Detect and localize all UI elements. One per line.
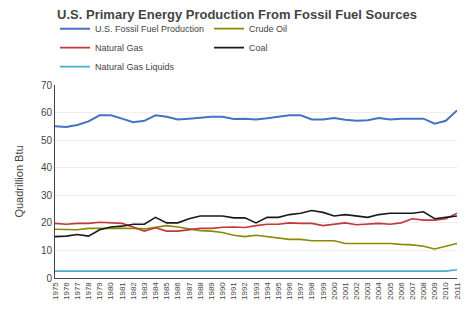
svg-text:1997: 1997 [296,282,305,300]
svg-text:2009: 2009 [430,282,439,300]
svg-text:2010: 2010 [441,282,450,300]
svg-text:2005: 2005 [386,282,395,300]
svg-text:U.S. Primary Energy Production: U.S. Primary Energy Production From Foss… [57,7,417,22]
svg-text:60: 60 [41,107,53,118]
svg-text:1979: 1979 [95,282,104,300]
svg-text:1993: 1993 [252,282,261,300]
svg-text:Natural Gas Liquids: Natural Gas Liquids [95,62,175,72]
svg-text:1986: 1986 [173,282,182,300]
svg-text:1980: 1980 [106,282,115,300]
svg-text:1995: 1995 [274,282,283,300]
svg-text:1991: 1991 [229,282,238,300]
svg-text:1976: 1976 [62,282,71,300]
svg-text:1982: 1982 [129,282,138,300]
svg-text:1988: 1988 [196,282,205,300]
svg-text:U.S. Fossil Fuel Production: U.S. Fossil Fuel Production [95,24,204,34]
svg-text:1994: 1994 [263,282,272,300]
svg-text:2001: 2001 [341,282,350,300]
svg-text:1975: 1975 [51,282,60,300]
svg-text:Crude Oil: Crude Oil [249,24,287,34]
svg-text:1998: 1998 [307,282,316,300]
svg-text:1996: 1996 [285,282,294,300]
svg-text:1984: 1984 [151,282,160,300]
svg-text:1977: 1977 [73,282,82,300]
svg-text:1992: 1992 [240,282,249,300]
svg-text:Quadrillion Btu: Quadrillion Btu [13,145,25,217]
svg-text:1987: 1987 [185,282,194,300]
svg-text:20: 20 [41,217,53,228]
svg-text:2008: 2008 [419,282,428,300]
svg-text:30: 30 [41,190,53,201]
svg-text:1983: 1983 [140,282,149,300]
svg-text:0: 0 [46,273,52,284]
svg-text:1978: 1978 [84,282,93,300]
svg-text:70: 70 [41,80,53,91]
svg-text:2003: 2003 [363,282,372,300]
svg-text:40: 40 [41,162,53,173]
svg-text:1990: 1990 [218,282,227,300]
svg-text:1985: 1985 [162,282,171,300]
svg-text:1981: 1981 [118,282,127,300]
svg-text:2007: 2007 [408,282,417,300]
svg-text:Natural Gas: Natural Gas [95,43,144,53]
svg-text:2006: 2006 [397,282,406,300]
svg-text:Coal: Coal [249,43,268,53]
svg-text:1999: 1999 [319,282,328,300]
svg-text:2011: 2011 [453,282,462,300]
svg-text:2002: 2002 [352,282,361,300]
svg-text:1989: 1989 [207,282,216,300]
svg-text:2000: 2000 [330,282,339,300]
svg-text:10: 10 [41,245,53,256]
svg-text:50: 50 [41,135,53,146]
svg-text:2004: 2004 [374,282,383,300]
